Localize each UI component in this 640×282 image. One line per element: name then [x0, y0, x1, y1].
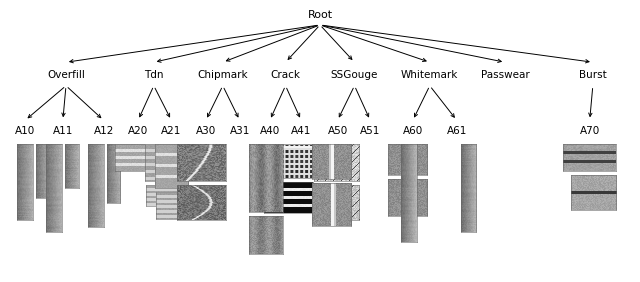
Text: A31: A31: [230, 126, 250, 136]
Text: Crack: Crack: [271, 70, 301, 80]
Text: A60: A60: [403, 126, 423, 136]
Text: Passwear: Passwear: [481, 70, 529, 80]
Text: A10: A10: [15, 126, 35, 136]
Text: Overfill: Overfill: [47, 70, 85, 80]
Text: A51: A51: [360, 126, 380, 136]
Text: A41: A41: [291, 126, 312, 136]
Text: A40: A40: [260, 126, 280, 136]
Text: A21: A21: [161, 126, 182, 136]
Text: Tdn: Tdn: [144, 70, 164, 80]
Text: A61: A61: [447, 126, 467, 136]
Text: SSGouge: SSGouge: [331, 70, 378, 80]
Text: Whitemark: Whitemark: [401, 70, 458, 80]
Text: A30: A30: [196, 126, 216, 136]
Text: A70: A70: [580, 126, 600, 136]
Text: Chipmark: Chipmark: [198, 70, 248, 80]
Text: A11: A11: [52, 126, 73, 136]
Text: A12: A12: [93, 126, 114, 136]
Text: A50: A50: [328, 126, 348, 136]
Text: A20: A20: [128, 126, 148, 136]
Text: Burst: Burst: [579, 70, 607, 80]
Text: Root: Root: [307, 10, 333, 20]
